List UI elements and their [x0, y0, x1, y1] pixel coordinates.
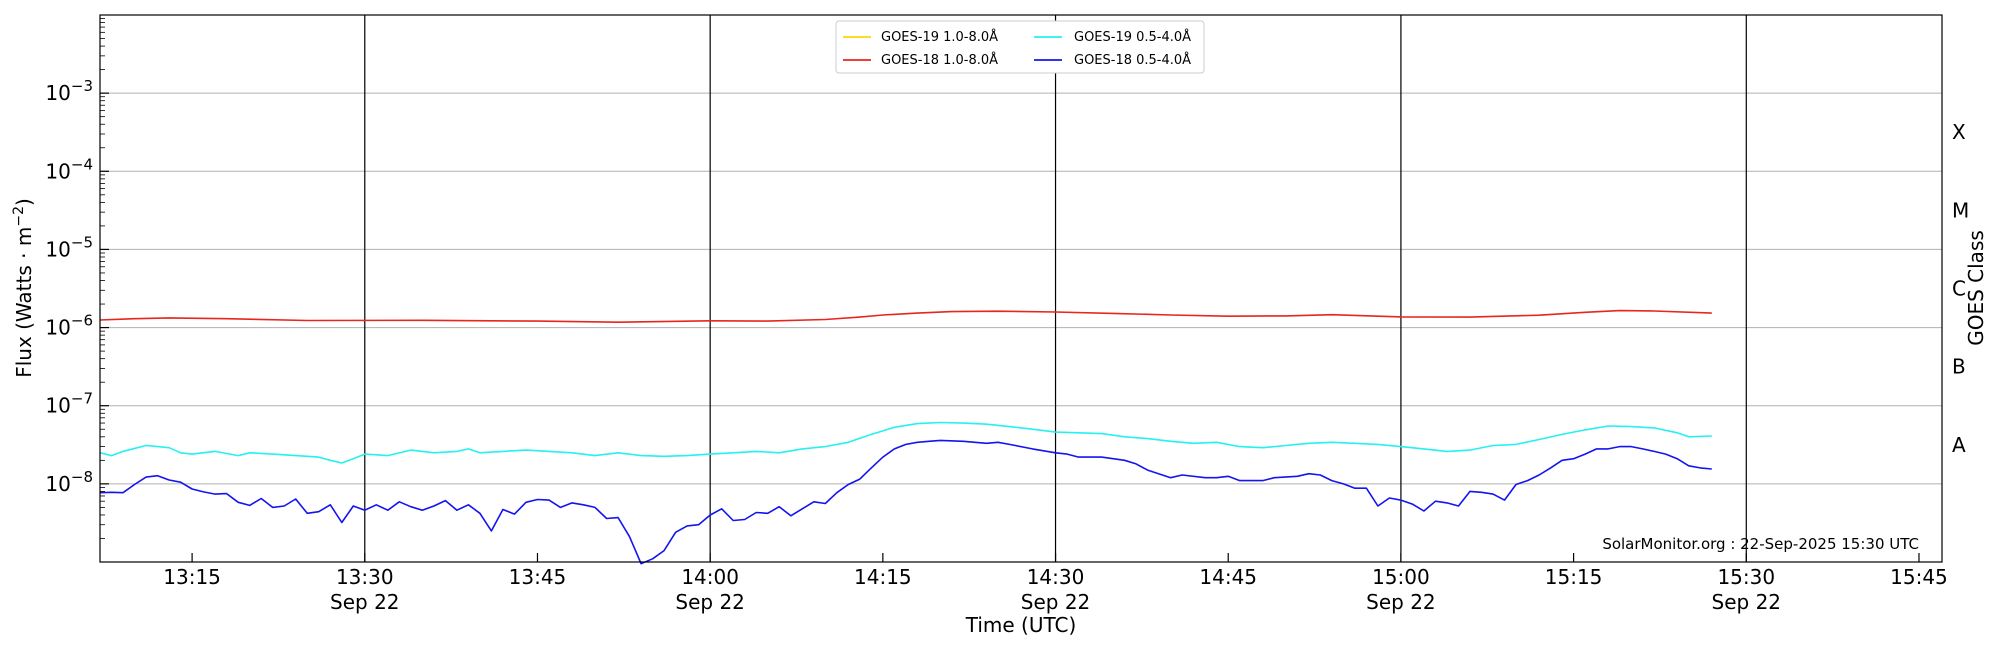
x-tick-label: 14:00 [681, 565, 739, 589]
x-tick-label: 14:45 [1199, 565, 1257, 589]
y-tick-exponent: −7 [71, 390, 93, 408]
y-axis-title-exponent: −2 [11, 206, 27, 227]
x-tick-label: 15:30 [1717, 565, 1775, 589]
y-tick-base: 10 [45, 81, 70, 105]
y-tick-exponent: −4 [71, 155, 93, 173]
credit-annotation: SolarMonitor.org : 22-Sep-2025 15:30 UTC [1602, 535, 1919, 553]
y-tick-base: 10 [45, 237, 70, 261]
legend-label-goes19-long: GOES-19 1.0-8.0Å [881, 29, 998, 45]
x-tick-label: 14:30 [1027, 565, 1085, 589]
y-tick-exponent: −8 [71, 468, 93, 486]
grid-layer [100, 92, 1942, 485]
goes-class-label: X [1952, 120, 1966, 144]
y-tick-label: 10−6 [45, 312, 93, 340]
legend: GOES-19 1.0-8.0Å GOES-18 1.0-8.0Å GOES-1… [835, 20, 1205, 74]
x-tick-label: 15:45 [1890, 565, 1948, 589]
x-tick-label: 15:00 [1372, 565, 1430, 589]
y-axis-title-close: ) [12, 198, 36, 206]
y-tick-label: 10−8 [45, 468, 93, 496]
x-tick-date-label: Sep 22 [1712, 590, 1782, 614]
y-tick-label: 10−4 [45, 155, 93, 183]
x-axis-title: Time (UTC) [965, 613, 1077, 637]
y-tick-base: 10 [45, 394, 70, 418]
goes-class-axis-title: GOES Class [1964, 230, 1988, 346]
legend-label-goes18-short: GOES-18 0.5-4.0Å [1074, 52, 1191, 68]
x-tick-label: 14:15 [854, 565, 912, 589]
tick-layer [100, 18, 1920, 562]
x-tick-date-label: Sep 22 [675, 590, 745, 614]
series-line-goes-19-0-5-4-0 [99, 421, 1712, 464]
series-layer [99, 309, 1712, 565]
y-tick-label: 10−3 [45, 77, 93, 105]
goes-class-label: M [1952, 198, 1969, 222]
x-tick-date-label: Sep 22 [1366, 590, 1436, 614]
y-tick-label: 10−7 [45, 390, 93, 418]
y-tick-base: 10 [45, 159, 70, 183]
y-tick-labels: 10−310−410−510−610−710−8 [45, 77, 93, 496]
y-axis-title: Flux (Watts · m−2) [11, 198, 36, 378]
x-tick-label: 13:30 [336, 565, 394, 589]
y-tick-label: 10−5 [45, 233, 93, 261]
vertical-time-markers [364, 15, 1747, 562]
x-tick-date-label: Sep 22 [330, 590, 400, 614]
y-tick-base: 10 [45, 472, 70, 496]
y-axis-title-main: Flux (Watts · m [12, 227, 36, 378]
y-tick-exponent: −6 [71, 312, 93, 330]
legend-box [835, 20, 1205, 74]
x-tick-label: 13:45 [509, 565, 567, 589]
legend-label-goes19-short: GOES-19 0.5-4.0Å [1074, 29, 1191, 45]
y-tick-base: 10 [45, 316, 70, 340]
legend-label-goes18-long: GOES-18 1.0-8.0Å [881, 52, 998, 68]
x-tick-label: 15:15 [1545, 565, 1603, 589]
goes-class-label: A [1952, 433, 1966, 457]
goes-class-label: C [1952, 277, 1966, 301]
y-tick-exponent: −5 [71, 233, 93, 251]
series-line-goes-18-1-0-8-0 [99, 309, 1712, 323]
x-tick-label: 13:15 [163, 565, 221, 589]
y-tick-exponent: −3 [71, 77, 93, 95]
plot-frame [99, 14, 1943, 563]
series-line-goes-18-0-5-4-0 [99, 439, 1712, 565]
x-tick-date-label: Sep 22 [1021, 590, 1091, 614]
goes-class-label: B [1952, 355, 1966, 379]
goes-class-labels: X M C B A [1952, 120, 1969, 457]
